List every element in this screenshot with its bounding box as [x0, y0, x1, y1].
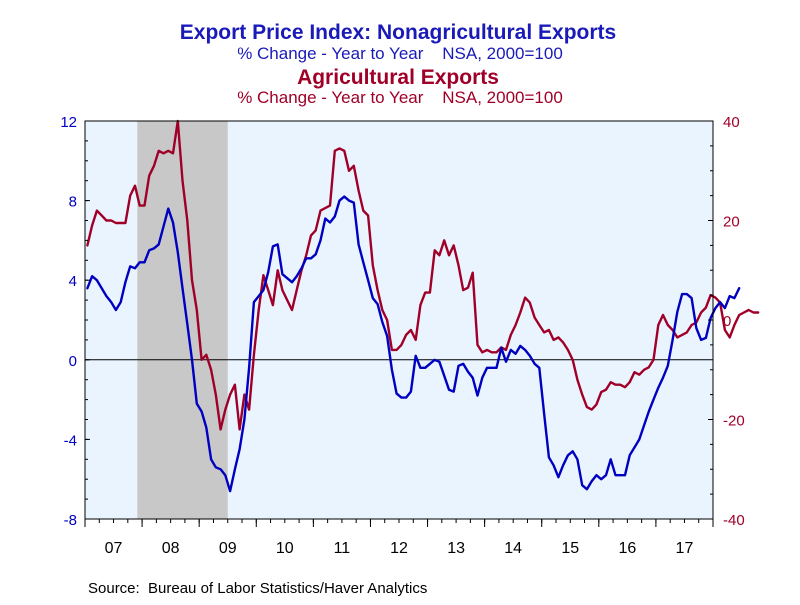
left-tick-label: 0 [69, 353, 77, 370]
left-tick-label: 8 [69, 194, 77, 211]
chart-title-2: Agricultural Exports [297, 66, 499, 89]
right-tick-label: -20 [723, 413, 745, 430]
left-tick-label: -8 [64, 512, 77, 529]
series-layer [86, 119, 760, 493]
right-tick-label: 40 [723, 114, 740, 131]
left-tick-label: -4 [64, 432, 77, 449]
x-tick-label: 17 [676, 540, 694, 557]
x-tick-label: 13 [447, 540, 465, 557]
right-tick-label: 20 [723, 214, 740, 231]
source-note: Source: Bureau of Labor Statistics/Haver… [88, 580, 427, 597]
left-tick-label: 4 [69, 273, 77, 290]
x-tick-label: 14 [504, 540, 522, 557]
x-tick-label: 11 [334, 540, 351, 557]
x-tick-label: 08 [162, 540, 180, 557]
x-tick-label: 16 [618, 540, 636, 557]
series-line-nonag [86, 195, 741, 493]
left-tick-label: 12 [60, 114, 77, 131]
chart-subtitle-2: % Change - Year to Year NSA, 2000=100 [237, 88, 563, 107]
chart-title: Export Price Index: Nonagricultural Expo… [180, 21, 616, 44]
x-tick-label: 15 [561, 540, 579, 557]
x-tick-label: 07 [105, 540, 123, 557]
chart-subtitle: % Change - Year to Year NSA, 2000=100 [237, 44, 563, 63]
series-line-ag [86, 119, 760, 431]
right-tick-label: -40 [723, 512, 745, 529]
right-tick-label: 0 [723, 313, 731, 330]
x-axis: 07 08 09 10 11 12 13 14 15 16 17 [84, 519, 714, 557]
left-axis: 12 8 4 0 -4 -8 [60, 114, 90, 529]
right-axis: 40 20 0 -20 -40 [708, 114, 745, 529]
x-tick-label: 10 [276, 540, 294, 557]
x-tick-label: 09 [219, 540, 237, 557]
x-tick-label: 12 [390, 540, 408, 557]
